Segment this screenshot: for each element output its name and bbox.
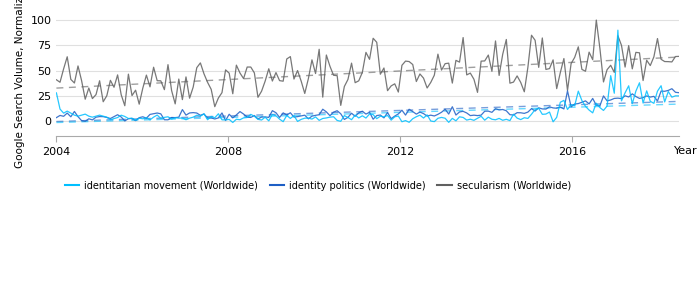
Y-axis label: Google Search Volume, Normalized: Google Search Volume, Normalized: [15, 0, 25, 168]
X-axis label: Year: Year: [673, 146, 697, 156]
Legend: identitarian movement (Worldwide), identity politics (Worldwide), secularism (Wo: identitarian movement (Worldwide), ident…: [61, 177, 575, 195]
